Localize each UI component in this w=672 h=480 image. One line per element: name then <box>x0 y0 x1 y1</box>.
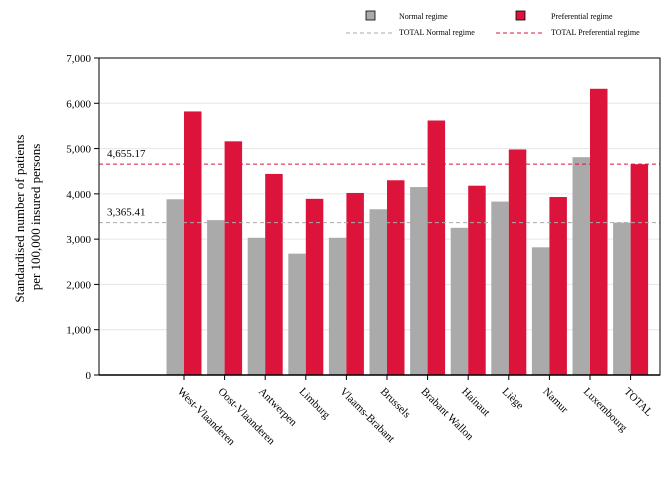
y-tick-label: 1,000 <box>66 325 91 337</box>
legend-label-total-preferential: TOTAL Preferential regime <box>551 28 640 37</box>
bar-preferential-3 <box>305 198 324 375</box>
reference-lines: 3,365.41 4,655.17 <box>99 148 660 224</box>
bar-preferential-11 <box>630 164 649 375</box>
x-tick-label: Hainaut <box>459 386 492 419</box>
reference-line-label-1: 4,655.17 <box>107 148 146 160</box>
bar-normal-10 <box>572 157 590 375</box>
bar-preferential-5 <box>387 180 405 375</box>
x-tick-label: Brussels <box>378 386 413 421</box>
bar-normal-7 <box>450 227 469 375</box>
bar-preferential-4 <box>346 192 364 375</box>
y-tick-label: 2,000 <box>66 279 91 291</box>
bar-preferential-8 <box>508 149 527 375</box>
bar-normal-4 <box>328 237 347 375</box>
y-axis-title-line-2: per 100,000 insured persons <box>28 144 43 291</box>
y-tick-label: 5,000 <box>66 144 91 156</box>
x-tick-label: Limburg <box>297 386 333 422</box>
bar-preferential-1 <box>224 141 243 375</box>
bar-normal-9 <box>531 247 550 375</box>
bar-normal-3 <box>288 253 306 375</box>
x-tick-label: TOTAL <box>621 386 654 419</box>
legend-label-total-normal: TOTAL Normal regime <box>399 28 475 37</box>
y-axis-title-line-1: Standardised number of patients <box>12 135 27 303</box>
legend-label-normal: Normal regime <box>399 12 448 21</box>
bar-preferential-0 <box>184 111 202 376</box>
bar-preferential-9 <box>549 197 567 375</box>
legend-swatch-preferential <box>515 10 526 21</box>
y-axis-title: Standardised number of patients per 100,… <box>12 131 43 302</box>
y-tick-label: 7,000 <box>66 53 91 65</box>
y-tick-label: 4,000 <box>66 189 91 201</box>
bars <box>166 88 649 376</box>
y-tick-label: 6,000 <box>66 98 91 110</box>
legend-label-preferential: Preferential regime <box>551 12 613 21</box>
reference-line-label-0: 3,365.41 <box>107 207 146 219</box>
y-tick-label: 0 <box>86 370 92 382</box>
axes <box>94 57 661 380</box>
bar-normal-6 <box>410 187 428 375</box>
bar-normal-5 <box>369 209 387 375</box>
bar-normal-1 <box>207 220 225 375</box>
bar-preferential-6 <box>427 120 446 375</box>
legend-swatch-normal <box>365 10 376 21</box>
legend: Normal regime Preferential regime TOTAL … <box>346 10 640 37</box>
bar-preferential-10 <box>590 88 608 376</box>
bar-normal-8 <box>491 201 509 375</box>
x-tick-label: Namur <box>540 386 570 416</box>
bar-normal-0 <box>166 199 184 375</box>
bar-normal-11 <box>613 222 631 375</box>
x-tick-label: Liège <box>500 386 526 412</box>
bar-preferential-7 <box>468 185 486 375</box>
bar-preferential-2 <box>265 173 283 375</box>
x-tick-label: Antwerpen <box>256 386 299 429</box>
y-tick-label: 3,000 <box>66 234 91 246</box>
bar-normal-2 <box>247 237 266 375</box>
